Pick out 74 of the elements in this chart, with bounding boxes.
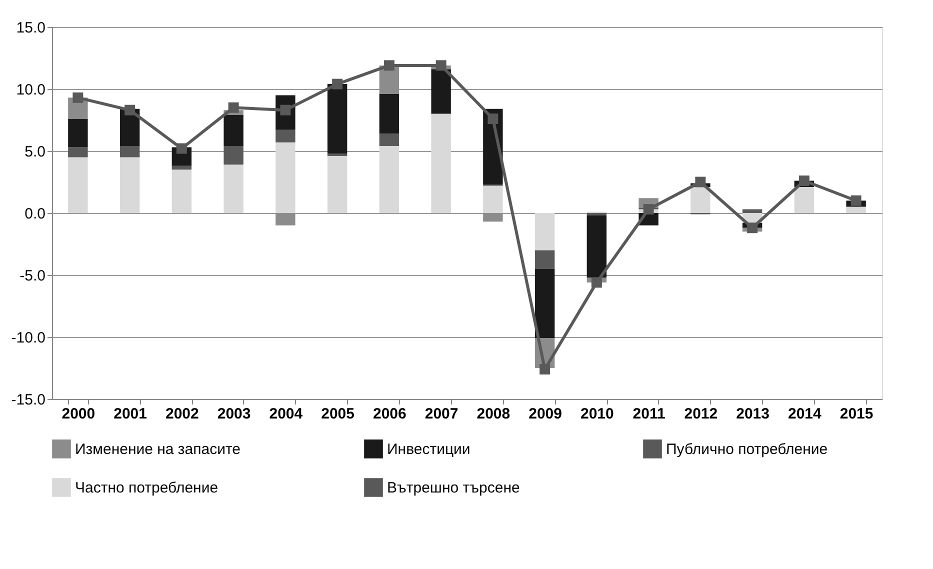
point [124, 104, 136, 116]
bar [379, 146, 400, 213]
bar [276, 130, 296, 142]
bar [120, 157, 140, 213]
point [488, 114, 498, 124]
bar [431, 69, 451, 114]
x-tick-label: 2000 [62, 406, 96, 422]
y-tick-label: 10.0 [16, 82, 46, 98]
bar [327, 156, 348, 213]
y-tick-label: -15.0 [11, 392, 46, 408]
x-tick-label: 2007 [424, 406, 458, 422]
x-tick-label: 2010 [580, 406, 614, 422]
y-tick-label: -10.0 [11, 330, 46, 346]
point [591, 277, 602, 288]
bar [379, 134, 400, 146]
bar [431, 114, 451, 213]
x-tick-label: 2006 [373, 406, 406, 422]
bar [327, 84, 348, 154]
x-tick-label: 2012 [684, 406, 718, 422]
bar [224, 164, 244, 213]
bar [224, 146, 244, 165]
bar [534, 268, 555, 338]
point [850, 195, 862, 206]
bar [794, 186, 814, 213]
bar [690, 186, 710, 213]
x-tick-label: 2001 [114, 406, 147, 422]
bar [534, 213, 555, 250]
bar [68, 118, 88, 148]
y-tick-label: 0.0 [24, 206, 46, 222]
x-tick-label: 2015 [840, 406, 874, 422]
point [798, 176, 810, 186]
x-tick-label: 2002 [166, 406, 199, 422]
bar [120, 146, 140, 158]
point [228, 102, 239, 113]
bar [483, 213, 503, 222]
bar [224, 115, 244, 146]
point [540, 364, 550, 374]
bar [327, 153, 348, 156]
bar [68, 157, 88, 213]
point [176, 143, 187, 154]
x-tick-label: 2008 [476, 406, 510, 422]
point [384, 60, 394, 71]
bar [379, 94, 400, 134]
x-tick-label: 2009 [528, 406, 562, 422]
bar [276, 142, 296, 213]
x-tick-label: 2011 [632, 406, 666, 422]
legend-label: Изменение на запасите [75, 440, 241, 458]
point [332, 78, 343, 90]
x-tick-label: 2014 [788, 406, 822, 422]
point [436, 60, 446, 71]
y-tick-label: 5.0 [24, 144, 46, 160]
bar [534, 250, 555, 269]
point [643, 204, 654, 215]
bar [742, 209, 762, 213]
x-tick-label: 2004 [269, 406, 304, 422]
legend-label: Публично потребление [666, 440, 828, 458]
legend-label: Частно потребление [75, 480, 218, 496]
y-tick-label: 15.0 [16, 20, 46, 36]
bar [483, 186, 503, 213]
point [72, 92, 84, 103]
bar [846, 206, 866, 213]
point [695, 176, 706, 188]
x-tick-label: 2003 [217, 406, 251, 422]
bar [172, 170, 192, 213]
legend-label: Вътрешно търсене [387, 480, 520, 496]
bar [172, 166, 192, 170]
bar [586, 215, 607, 278]
bar [276, 213, 296, 226]
x-tick-label: 2005 [321, 406, 354, 422]
legend-label: Инвестиции [387, 440, 470, 458]
y-tick-label: -5.0 [20, 268, 46, 284]
x-tick-label: 2013 [736, 406, 770, 422]
point [747, 222, 758, 234]
bar [68, 147, 88, 158]
